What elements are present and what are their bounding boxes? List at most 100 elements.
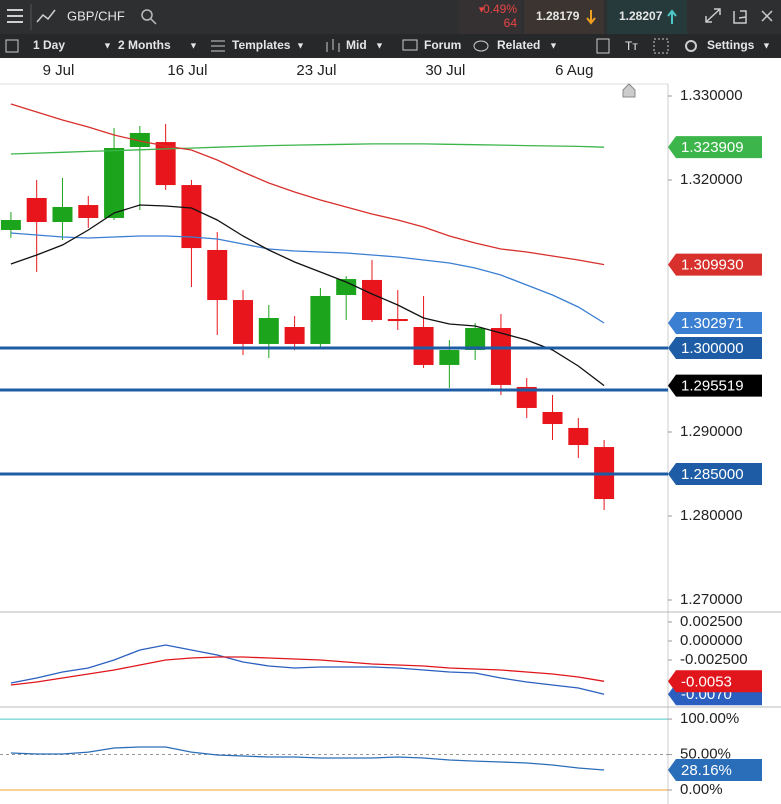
candle-body	[207, 249, 228, 301]
line-series	[10, 656, 605, 686]
y-tick-label: 0.00%	[680, 781, 723, 798]
related[interactable]: Related	[497, 38, 540, 52]
line-series	[10, 644, 605, 695]
menu-icon[interactable]	[7, 9, 23, 23]
candle-body	[181, 185, 202, 249]
y-tick-label: 0.002500	[680, 613, 743, 630]
candle-body	[310, 296, 331, 344]
search-icon[interactable]	[141, 9, 157, 25]
x-tick-label: 30 Jul	[425, 62, 465, 79]
y-tick-label: 1.290000	[680, 423, 743, 440]
toolbar: GBP/CHF ▼ 0.49% 64 1.28179 1.28207 1 Day…	[0, 0, 781, 58]
y-tick-label: 0.000000	[680, 632, 743, 649]
candle-body	[129, 132, 150, 147]
y-tick-label: 1.280000	[680, 507, 743, 524]
value-label: 1.309930	[681, 257, 744, 274]
value-label: 1.285000	[681, 466, 744, 483]
grid-icon[interactable]	[653, 38, 669, 54]
settings[interactable]: Settings	[707, 38, 755, 52]
candle-body	[52, 206, 73, 223]
candle-body	[542, 412, 563, 425]
bid[interactable]: 1.28179	[536, 9, 580, 23]
candle-body	[336, 279, 357, 295]
candle-body	[439, 350, 460, 365]
value-label-box	[668, 374, 762, 397]
value-label: 1.300000	[681, 340, 744, 357]
candle-body	[413, 327, 434, 365]
candle-body	[258, 318, 279, 344]
ask-arrow	[667, 9, 677, 24]
value-label-box	[668, 253, 762, 276]
value-label-box	[668, 337, 762, 359]
dropdown-arrow[interactable]: ▼	[375, 40, 384, 50]
candle-body	[0, 219, 21, 230]
candle-body	[490, 328, 511, 385]
price-type[interactable]: Mid	[346, 38, 367, 52]
bid-arrow	[586, 10, 596, 25]
dropdown-arrow[interactable]: ▼	[296, 40, 305, 50]
y-tick-label: 50.00%	[680, 746, 731, 763]
dropdown-arrow[interactable]: ▼	[762, 40, 771, 50]
dropdown-arrow[interactable]: ▼	[103, 40, 112, 50]
templates[interactable]: Templates	[232, 38, 291, 52]
symbol[interactable]: GBP/CHF	[67, 8, 125, 23]
candle-body	[284, 327, 305, 344]
down-arrow: ▼	[477, 4, 486, 14]
expand-icon[interactable]	[705, 8, 721, 23]
value-label: -0.0053	[681, 673, 732, 690]
templates-icon[interactable]	[211, 40, 225, 52]
range[interactable]: 2 Months	[118, 38, 171, 52]
value-label-box	[668, 312, 762, 335]
value-label-box	[668, 670, 762, 693]
chart-icon[interactable]	[36, 9, 56, 23]
line-series	[10, 232, 605, 324]
candle-body	[155, 142, 176, 186]
line-series	[10, 746, 605, 771]
forum[interactable]: Forum	[424, 38, 461, 52]
forum-icon[interactable]	[402, 39, 418, 51]
dropdown-arrow[interactable]: ▼	[549, 40, 558, 50]
dropdown-arrow[interactable]: ▼	[189, 40, 198, 50]
value-label: 1.323909	[681, 139, 744, 156]
candle-body	[516, 386, 537, 408]
ask-box[interactable]	[607, 0, 687, 34]
y-tick-label: 1.270000	[680, 591, 743, 608]
interval[interactable]: 1 Day	[33, 38, 65, 52]
value-label: 1.295519	[681, 378, 744, 395]
x-tick-label: 23 Jul	[296, 62, 336, 79]
popout-icon[interactable]	[733, 10, 747, 24]
line-series	[10, 204, 605, 387]
change-points: 64	[504, 16, 518, 30]
candle-body	[387, 319, 408, 322]
y-tick-label: 1.320000	[680, 171, 743, 188]
price-icon[interactable]	[326, 39, 340, 52]
candle-body	[568, 427, 589, 446]
x-tick-label: 9 Jul	[43, 62, 75, 79]
toolbar2-bg	[0, 34, 781, 58]
x-tick-label: 16 Jul	[167, 62, 207, 79]
change-box	[459, 0, 521, 34]
settings-icon[interactable]	[685, 40, 697, 52]
note-icon[interactable]	[596, 38, 610, 54]
value-label: 1.302971	[681, 315, 744, 332]
candle-body	[78, 205, 99, 218]
ask[interactable]: 1.28207	[619, 9, 663, 23]
value-label: 28.16%	[681, 762, 732, 779]
y-tick-label: -0.002500	[680, 651, 748, 668]
line-series	[10, 103, 605, 266]
home-icon[interactable]	[622, 83, 636, 98]
value-label-box	[668, 136, 762, 159]
candle-body	[465, 328, 486, 351]
close-icon[interactable]	[761, 10, 773, 22]
candle-body	[233, 300, 254, 344]
y-tick-label: 100.00%	[680, 710, 739, 727]
list-icon[interactable]	[5, 39, 19, 53]
candle-body	[361, 279, 382, 321]
value-label-box	[668, 759, 762, 782]
related-icon[interactable]	[473, 40, 489, 52]
change: 0.49%	[483, 2, 517, 16]
text-icon[interactable]: Tт	[625, 39, 638, 53]
x-tick-label: 6 Aug	[555, 62, 593, 79]
